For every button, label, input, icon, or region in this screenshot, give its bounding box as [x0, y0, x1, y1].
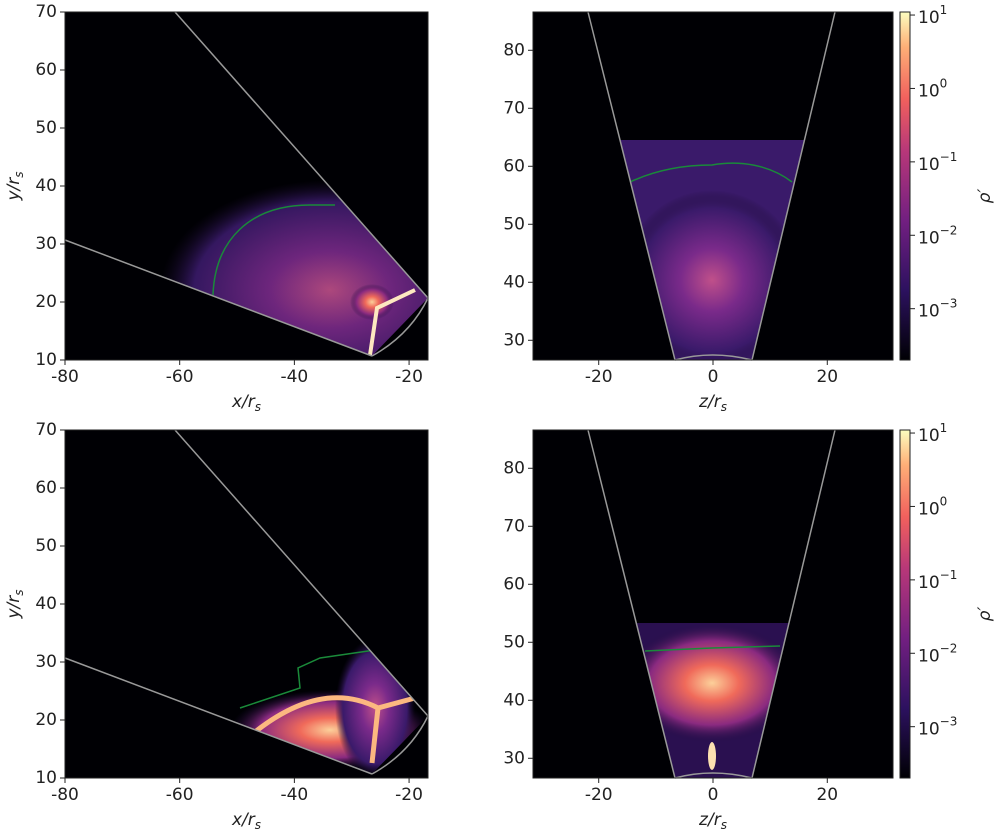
y-tick-label: 20	[35, 292, 57, 312]
y-tick-label: 50	[35, 118, 57, 138]
y-tick-label: 70	[35, 2, 57, 22]
x-tick-label: -20	[585, 367, 613, 387]
domain-boundary	[674, 354, 753, 361]
x-tick-label: -80	[51, 367, 79, 387]
domain-boundary	[751, 429, 836, 779]
colorbar-tick-label: 100	[918, 76, 947, 102]
domain-boundary	[371, 715, 429, 775]
shock-line	[248, 695, 416, 764]
y-tick-label: 30	[35, 234, 57, 254]
plot-frame	[532, 429, 894, 779]
plot-frame	[64, 429, 429, 779]
y-tick-label: 10	[35, 350, 57, 370]
x-tick-label: 0	[708, 785, 719, 805]
x-tick-label: 20	[816, 367, 838, 387]
domain-boundary	[64, 239, 373, 357]
colorbar	[899, 429, 911, 779]
colorbar-tick-label: 10−3	[918, 296, 957, 322]
y-tick-label: 30	[35, 652, 57, 672]
domain-boundary	[674, 772, 753, 779]
y-tick-label: 40	[503, 272, 525, 292]
x-tick-label: -20	[585, 785, 613, 805]
x-axis-label: x/rs	[231, 810, 261, 832]
plot-frame	[532, 11, 894, 361]
y-tick-label: 70	[35, 420, 57, 440]
colorbar-tick-label: 100	[918, 494, 947, 519]
x-tick-label: 0	[708, 367, 719, 387]
y-tick-label: 40	[503, 690, 525, 710]
colorbar-tick-label: 10−1	[918, 149, 957, 175]
x-tick-label: -40	[280, 367, 308, 387]
domain-boundary	[587, 429, 676, 779]
y-tick-label: 30	[503, 330, 525, 350]
y-tick-label: 70	[503, 516, 525, 536]
contour	[212, 204, 335, 296]
x-tick-label: -40	[280, 785, 308, 805]
y-axis-label: y/rs	[4, 589, 26, 619]
y-tick-label: 60	[503, 574, 525, 594]
y-tick-label: 40	[35, 176, 57, 196]
y-tick-label: 50	[35, 536, 57, 556]
x-tick-label: -20	[395, 367, 423, 387]
x-axis-label: z/rs	[698, 392, 727, 414]
plot-frame	[64, 11, 429, 361]
colorbar-tick-label: 10−1	[918, 567, 957, 593]
colorbar-tick-label: 101	[918, 421, 947, 447]
y-tick-label: 60	[35, 60, 57, 80]
colorbar-tick-label: 10−3	[918, 714, 957, 740]
x-tick-label: -60	[166, 367, 194, 387]
domain-boundary	[174, 429, 429, 717]
y-tick-label: 80	[503, 40, 525, 60]
x-tick-label: 20	[816, 785, 838, 805]
shock-line	[368, 288, 416, 356]
domain-boundary	[64, 657, 373, 775]
x-tick-label: -60	[166, 785, 194, 805]
y-tick-label: 70	[503, 98, 525, 118]
x-axis-label: z/rs	[698, 810, 727, 832]
colorbar-label: ρ′	[975, 189, 995, 204]
contour	[644, 645, 781, 652]
y-tick-label: 30	[503, 748, 525, 768]
colorbar-tick-label: 101	[918, 3, 947, 29]
y-axis-label: y/rs	[4, 171, 26, 201]
y-tick-label: 60	[503, 156, 525, 176]
density-core	[350, 284, 394, 320]
colorbar	[899, 11, 911, 361]
density-core	[708, 742, 716, 770]
x-axis-label: x/rs	[231, 392, 261, 414]
y-tick-label: 10	[35, 768, 57, 788]
y-tick-label: 50	[503, 632, 525, 652]
domain-boundary	[751, 11, 836, 361]
x-tick-label: -20	[395, 785, 423, 805]
density-glow	[622, 623, 802, 743]
density-field	[600, 140, 810, 360]
colorbar-label: ρ′	[975, 607, 995, 622]
y-tick-label: 80	[503, 458, 525, 478]
x-tick-label: -80	[51, 785, 79, 805]
colorbar-tick-label: 10−2	[918, 641, 957, 667]
colorbar-tick-label: 10−2	[918, 223, 957, 249]
contour	[629, 162, 793, 183]
domain-boundary	[371, 297, 429, 357]
density-glow	[160, 180, 428, 356]
y-tick-label: 60	[35, 478, 57, 498]
domain-boundary	[174, 11, 429, 299]
domain-boundary	[587, 11, 676, 361]
y-tick-label: 50	[503, 214, 525, 234]
density-field	[160, 180, 428, 356]
contour	[239, 649, 376, 709]
y-tick-label: 20	[35, 710, 57, 730]
y-tick-label: 40	[35, 594, 57, 614]
